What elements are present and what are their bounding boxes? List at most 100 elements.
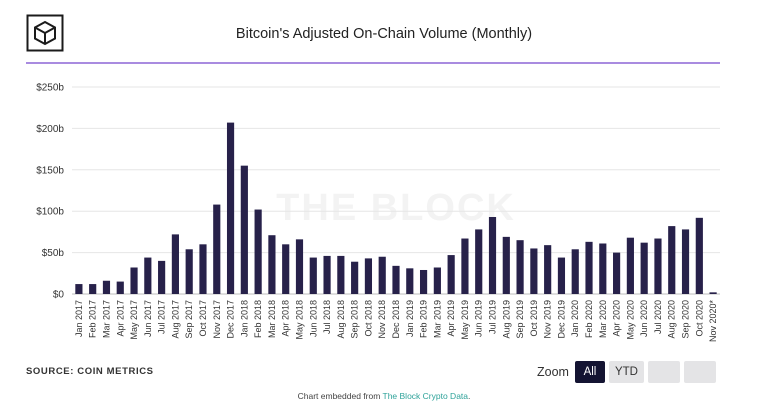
x-tick-label: Feb 2018 xyxy=(253,300,263,338)
bar xyxy=(530,248,538,294)
y-tick-label: $50b xyxy=(42,248,65,259)
bar xyxy=(75,284,83,294)
the-block-logo-icon xyxy=(26,14,64,52)
bar xyxy=(447,255,455,294)
x-tick-label: Jul 2020 xyxy=(653,300,663,334)
x-tick-label: Apr 2019 xyxy=(446,300,456,337)
x-tick-label: Dec 2017 xyxy=(226,300,236,339)
x-tick-label: Mar 2018 xyxy=(267,300,277,338)
x-tick-label: Apr 2020 xyxy=(612,300,622,337)
zoom-label: Zoom xyxy=(537,365,569,379)
bar xyxy=(254,209,262,294)
y-tick-label: $0 xyxy=(53,290,65,301)
bar xyxy=(461,238,469,294)
bar xyxy=(240,165,248,294)
x-tick-label: Sep 2017 xyxy=(184,300,194,339)
x-tick-label: Oct 2019 xyxy=(529,300,539,337)
x-tick-label: Feb 2017 xyxy=(88,300,98,338)
x-tick-label: Jan 2017 xyxy=(74,300,84,337)
bar xyxy=(613,252,621,294)
bar xyxy=(89,284,97,294)
source-label: SOURCE: COIN METRICS xyxy=(26,366,154,377)
bar xyxy=(213,204,221,294)
x-tick-label: Oct 2020 xyxy=(694,300,704,337)
x-tick-label: Aug 2017 xyxy=(170,300,180,339)
bar xyxy=(695,217,703,294)
x-tick-label: May 2019 xyxy=(460,300,470,340)
bar xyxy=(681,229,690,294)
bar xyxy=(433,267,441,294)
x-tick-label: Sep 2020 xyxy=(681,300,691,339)
bar xyxy=(475,229,483,294)
x-tick-label: Aug 2019 xyxy=(501,300,511,339)
zoom-ytd-button[interactable]: YTD xyxy=(608,361,644,383)
bar xyxy=(130,267,138,294)
x-tick-label: Mar 2020 xyxy=(598,300,608,338)
zoom-blank-button-2[interactable] xyxy=(683,361,716,383)
embed-credit: Chart embedded from The Block Crypto Dat… xyxy=(0,391,768,401)
x-tick-label: Sep 2018 xyxy=(350,300,360,339)
bar xyxy=(392,265,400,294)
bar xyxy=(323,255,331,294)
x-tick-label: Oct 2018 xyxy=(363,300,373,337)
x-tick-label: Feb 2019 xyxy=(419,300,429,338)
bar xyxy=(585,241,593,294)
bar xyxy=(488,216,497,294)
bar xyxy=(709,292,717,294)
bar xyxy=(557,257,566,294)
title-divider xyxy=(26,62,720,64)
x-tick-label: Jun 2017 xyxy=(143,300,153,337)
zoom-controls: Zoom All YTD xyxy=(537,360,720,384)
zoom-all-button[interactable]: All xyxy=(574,361,605,383)
x-tick-label: Jun 2018 xyxy=(308,300,318,337)
bar xyxy=(116,281,124,294)
x-tick-label: Jul 2017 xyxy=(157,300,167,334)
embed-link[interactable]: The Block Crypto Data xyxy=(382,391,469,401)
bar xyxy=(544,245,552,294)
bar xyxy=(337,255,345,294)
bar xyxy=(571,249,579,294)
bar xyxy=(419,269,428,294)
bar-chart: THE BLOCK $0 $50b $100b $150b $200b $250b Jan 2… xyxy=(36,83,720,342)
bar xyxy=(364,258,373,294)
bar xyxy=(295,239,304,294)
embed-prefix: Chart embedded from xyxy=(297,391,383,401)
x-tick-label: Sep 2019 xyxy=(515,300,525,339)
x-tick-label: Nov 2017 xyxy=(212,300,222,339)
x-tick-label: Nov 2019 xyxy=(543,300,553,339)
bar xyxy=(654,238,662,294)
bar xyxy=(144,257,152,294)
x-tick-label: Aug 2018 xyxy=(336,300,346,339)
x-tick-label: May 2017 xyxy=(129,300,139,340)
x-tick-label: Jul 2018 xyxy=(322,300,332,334)
bar xyxy=(282,244,290,294)
bar xyxy=(406,268,414,294)
y-tick-label: $200b xyxy=(36,124,64,135)
watermark-text: THE BLOCK xyxy=(276,187,516,229)
x-tick-label: Dec 2018 xyxy=(391,300,401,339)
x-tick-label: Mar 2019 xyxy=(432,300,442,338)
bar xyxy=(268,235,276,294)
x-tick-label: Oct 2017 xyxy=(198,300,208,337)
x-tick-label: Jun 2019 xyxy=(474,300,484,337)
bar xyxy=(199,244,207,294)
bar xyxy=(226,122,235,294)
x-tick-label: Jan 2019 xyxy=(405,300,415,337)
bar xyxy=(185,249,193,294)
y-tick-label: $250b xyxy=(36,83,64,94)
y-tick-label: $150b xyxy=(36,165,64,176)
bar xyxy=(351,261,359,294)
zoom-blank-button-1[interactable] xyxy=(647,361,680,383)
bar xyxy=(378,256,386,294)
x-tick-label: Dec 2019 xyxy=(556,300,566,339)
bar xyxy=(171,234,179,294)
x-tick-label: Jun 2020 xyxy=(639,300,649,337)
bar xyxy=(158,260,166,294)
bar xyxy=(502,236,510,294)
x-tick-label: Jan 2018 xyxy=(239,300,249,337)
x-tick-label: Mar 2017 xyxy=(101,300,111,338)
x-tick-label: Nov 2018 xyxy=(377,300,387,339)
x-tick-label: Apr 2018 xyxy=(281,300,291,337)
x-tick-label: Aug 2020 xyxy=(667,300,677,339)
x-tick-label: Jul 2019 xyxy=(488,300,498,334)
